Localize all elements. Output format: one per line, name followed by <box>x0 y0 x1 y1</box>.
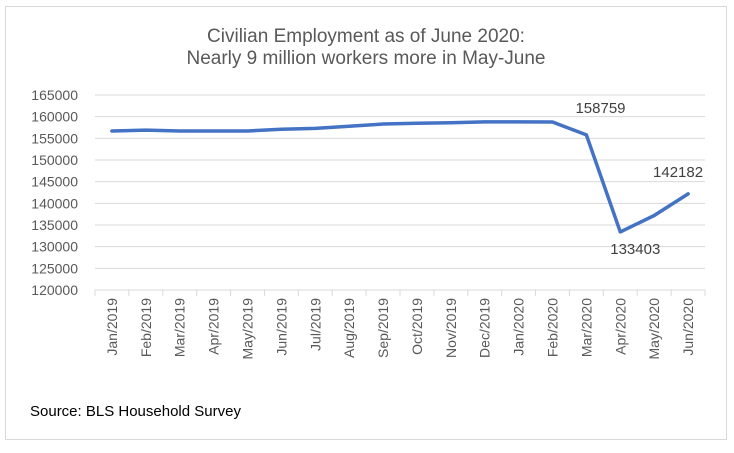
x-tick-label: Oct/2019 <box>409 298 425 355</box>
data-point <box>483 120 487 124</box>
x-axis <box>94 289 706 296</box>
x-tick-label: Apr/2020 <box>612 298 628 355</box>
x-tick-label: Mar/2019 <box>172 298 188 357</box>
x-tick-label: Feb/2020 <box>545 298 561 357</box>
data-point <box>584 133 588 137</box>
chart-subtitle: Nearly 9 million workers more in May-Jun… <box>186 48 546 69</box>
x-tick-label: Apr/2019 <box>206 298 222 355</box>
x-tick-label: Mar/2020 <box>578 298 594 357</box>
y-tick-label: 150000 <box>31 152 78 168</box>
data-point <box>381 122 385 126</box>
source-note: Source: BLS Household Survey <box>30 403 241 420</box>
y-tick-label: 135000 <box>31 217 78 233</box>
data-label: 133403 <box>610 241 660 258</box>
data-labels: 158759 133403 142182 <box>575 100 703 258</box>
data-point <box>551 120 554 124</box>
x-tick-label: Sep/2019 <box>375 298 391 358</box>
y-tick-label: 160000 <box>31 109 78 125</box>
chart-frame <box>5 6 727 440</box>
x-tick-label: Aug/2019 <box>341 298 357 358</box>
x-tick-label: Jun/2020 <box>680 298 696 356</box>
data-label: 158759 <box>575 100 625 117</box>
data-point <box>449 121 453 125</box>
x-tick-label: Dec/2019 <box>477 298 493 358</box>
data-point <box>415 121 419 125</box>
data-point <box>279 127 283 131</box>
data-point <box>347 124 351 128</box>
data-label: 142182 <box>653 164 703 181</box>
chart-title: Civilian Employment as of June 2020: <box>207 26 525 47</box>
data-point <box>618 230 622 234</box>
x-tick-label: Jul/2019 <box>307 298 323 351</box>
x-tick-label: Nov/2019 <box>443 298 459 358</box>
data-point <box>246 129 249 133</box>
y-tick-label: 140000 <box>31 195 78 211</box>
series-employment <box>110 120 690 234</box>
y-tick-label: 165000 <box>31 87 78 103</box>
y-tick-label: 155000 <box>31 130 78 146</box>
data-point <box>686 192 690 196</box>
x-tick-label: May/2020 <box>646 298 662 360</box>
y-tick-label: 125000 <box>31 260 78 276</box>
data-point <box>652 213 656 217</box>
data-point <box>517 120 521 124</box>
series-line <box>110 120 690 234</box>
x-tick-label: Feb/2019 <box>138 298 154 357</box>
x-tick-label: May/2019 <box>240 298 256 360</box>
x-tick-label: Jun/2019 <box>273 298 289 356</box>
data-point <box>144 128 148 132</box>
data-point <box>178 129 182 133</box>
y-tick-label: 145000 <box>31 174 78 190</box>
data-point <box>110 129 114 133</box>
y-tick-label: 120000 <box>31 282 78 298</box>
x-axis-ticks: Jan/2019 Feb/2019 Mar/2019 Apr/2019 May/2019… <box>104 298 696 360</box>
y-axis-ticks: 165000 160000 155000 150000 145000 140000 1350… <box>31 87 78 298</box>
data-point <box>212 129 216 133</box>
y-tick-label: 130000 <box>31 239 78 255</box>
x-tick-label: Jan/2019 <box>104 298 120 356</box>
data-point <box>313 126 317 130</box>
x-tick-label: Jan/2020 <box>511 298 527 356</box>
